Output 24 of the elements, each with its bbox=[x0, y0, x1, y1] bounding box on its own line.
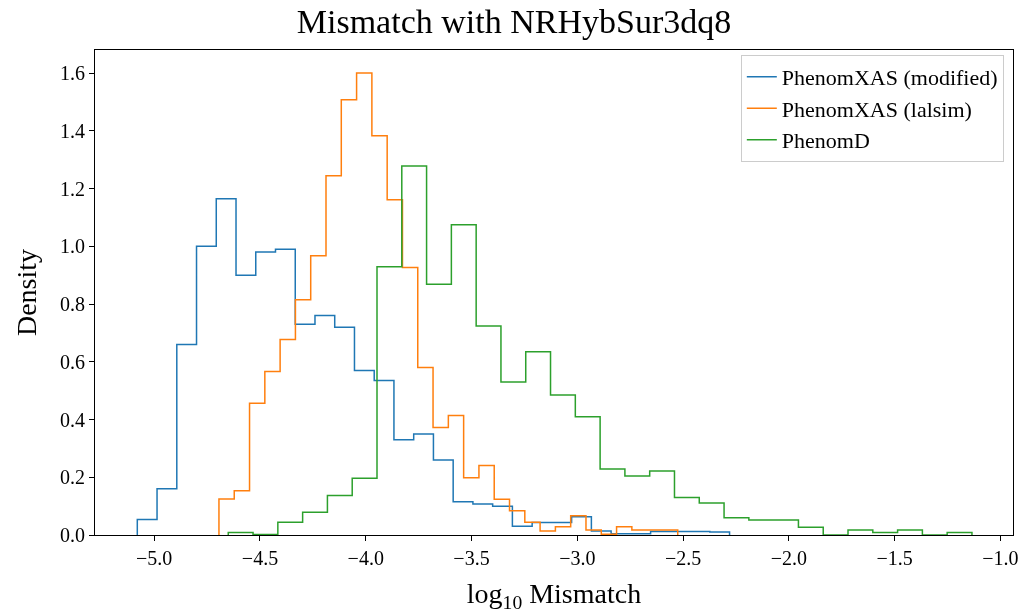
x-tick-label: −2.0 bbox=[770, 547, 807, 569]
legend-label: PhenomD bbox=[781, 128, 870, 154]
x-tick-label: −4.0 bbox=[347, 547, 384, 569]
y-tick-label: 1.2 bbox=[60, 177, 85, 200]
y-tick-label: 0.2 bbox=[60, 466, 85, 489]
x-tick-label: −3.0 bbox=[559, 547, 596, 569]
legend-label: PhenomXAS (lalsim) bbox=[781, 96, 972, 122]
x-tick-label: −1.0 bbox=[982, 547, 1019, 569]
x-tick-label: −5.0 bbox=[136, 547, 173, 569]
chart-title: Mismatch with NRHybSur3dq8 bbox=[296, 3, 732, 41]
y-tick-label: 1.6 bbox=[60, 62, 85, 85]
x-tick-label: −1.5 bbox=[876, 547, 913, 569]
x-tick-label: −3.5 bbox=[453, 547, 490, 569]
y-axis-title: Density bbox=[10, 248, 42, 337]
y-tick-label: 0.8 bbox=[60, 293, 85, 316]
y-tick-label: 0.0 bbox=[60, 524, 85, 546]
y-tick-label: 1.4 bbox=[60, 119, 85, 142]
x-tick-label: −2.5 bbox=[664, 547, 702, 569]
y-tick-label: 0.4 bbox=[60, 408, 85, 431]
legend-label: PhenomXAS (modified) bbox=[781, 65, 998, 91]
x-axis-title: log$_{10}$ Mismatch bbox=[466, 578, 642, 613]
y-tick-label: 0.6 bbox=[60, 350, 85, 373]
x-tick-label: −4.5 bbox=[241, 547, 279, 569]
y-tick-label: 1.0 bbox=[60, 235, 85, 258]
